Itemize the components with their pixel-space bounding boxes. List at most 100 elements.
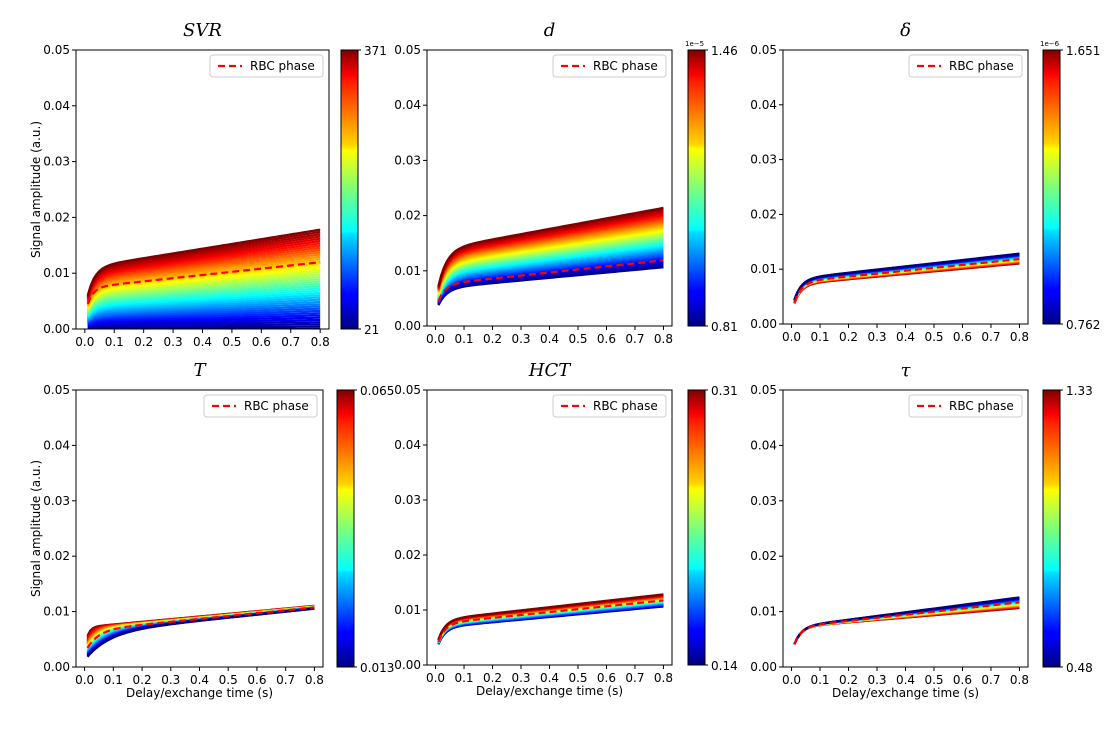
y-tick-label: 0.00 bbox=[43, 660, 70, 674]
colorbar-exponent: 1e−6 bbox=[1040, 40, 1060, 48]
curve-29 bbox=[86, 264, 321, 308]
x-tick-label: 0.7 bbox=[981, 330, 1000, 344]
y-tick-label: 0.02 bbox=[43, 210, 70, 224]
chart-title: SVR bbox=[183, 20, 222, 41]
curve-5 bbox=[87, 318, 321, 327]
x-tick-label: 0.5 bbox=[568, 332, 587, 346]
x-tick-label: 0.7 bbox=[625, 671, 644, 685]
colorbar-max-label: 1.33 bbox=[1066, 384, 1093, 398]
colorbar-max-label: 0.065 bbox=[360, 384, 394, 398]
x-tick-label: 0.7 bbox=[281, 335, 300, 349]
y-tick-label: 0.03 bbox=[750, 153, 777, 167]
panel-6: 0.0 0.1 0.2 0.3 0.4 0.5 0.6 0.7 0.8 0.00 0.01 0.02 0… bbox=[750, 360, 1092, 700]
curve-27 bbox=[86, 269, 321, 310]
colorbar-gradient bbox=[336, 389, 355, 668]
legend-box bbox=[209, 54, 324, 78]
curve-15 bbox=[86, 296, 321, 320]
x-tick-label: 0.0 bbox=[426, 671, 445, 685]
curve-26 bbox=[86, 271, 321, 311]
series-family bbox=[437, 593, 664, 645]
curve-39 bbox=[86, 242, 321, 301]
rbc-phase-line bbox=[437, 259, 664, 302]
y-tick-label: 0.03 bbox=[750, 494, 777, 508]
y-tick-label: 0.04 bbox=[394, 438, 421, 452]
rbc-phase-line bbox=[793, 601, 1020, 645]
y-tick-label: 0.03 bbox=[43, 494, 70, 508]
y-tick-label: 0.05 bbox=[394, 383, 421, 397]
x-tick-label: 0.6 bbox=[597, 332, 616, 346]
chart-title: δ bbox=[900, 20, 911, 41]
y-tick-label: 0.01 bbox=[43, 605, 70, 619]
colorbar-max-label: 0.31 bbox=[711, 384, 738, 398]
y-tick-label: 0.01 bbox=[750, 262, 777, 276]
curve-38 bbox=[86, 244, 321, 301]
legend-label: RBC phase bbox=[250, 59, 315, 73]
curve-22 bbox=[86, 280, 321, 314]
panel-4: 0.0 0.1 0.2 0.3 0.4 0.5 0.6 0.7 0.8 0.00 0.01 0.02 0… bbox=[29, 360, 394, 700]
x-tick-label: 0.1 bbox=[454, 671, 473, 685]
curve-30 bbox=[793, 252, 1020, 301]
x-tick-label: 0.8 bbox=[305, 673, 324, 687]
curve-30 bbox=[437, 593, 664, 640]
y-tick-label: 0.01 bbox=[750, 605, 777, 619]
curve-3 bbox=[87, 323, 321, 329]
series-family bbox=[793, 596, 1020, 645]
y-tick-label: 0.02 bbox=[43, 549, 70, 563]
curve-33 bbox=[86, 255, 321, 305]
legend: RBC phase bbox=[552, 394, 667, 418]
curve-45 bbox=[437, 206, 664, 287]
curve-18 bbox=[86, 289, 321, 317]
legend: RBC phase bbox=[203, 394, 318, 418]
colorbar: 1.651 0.762 1e−6 bbox=[1040, 40, 1100, 332]
x-tick-label: 0.4 bbox=[540, 332, 559, 346]
x-tick-label: 0.4 bbox=[896, 673, 915, 687]
x-tick-label: 0.4 bbox=[193, 335, 212, 349]
curve-41 bbox=[86, 237, 321, 299]
colorbar-min-label: 21 bbox=[364, 323, 379, 337]
curve-37 bbox=[86, 246, 321, 302]
y-tick-label: 0.05 bbox=[750, 383, 777, 397]
curve-17 bbox=[86, 291, 321, 318]
x-tick-label: 0.1 bbox=[810, 673, 829, 687]
series-family bbox=[86, 228, 321, 329]
colorbar: 1.33 0.48 bbox=[1042, 384, 1093, 675]
x-tick-label: 0.7 bbox=[625, 332, 644, 346]
curve-25 bbox=[86, 607, 315, 655]
legend-box bbox=[908, 394, 1023, 418]
legend-label: RBC phase bbox=[593, 399, 658, 413]
legend: RBC phase bbox=[552, 54, 667, 78]
legend-label: RBC phase bbox=[949, 399, 1014, 413]
chart-title: HCT bbox=[528, 360, 572, 381]
y-tick-label: 0.01 bbox=[394, 603, 421, 617]
y-tick-label: 0.00 bbox=[43, 322, 70, 336]
y-tick-label: 0.00 bbox=[394, 319, 421, 333]
y-tick-label: 0.04 bbox=[43, 99, 70, 113]
curve-12 bbox=[87, 303, 321, 322]
x-tick-label: 0.2 bbox=[839, 673, 858, 687]
chart-title: T bbox=[193, 360, 207, 381]
x-tick-label: 0.7 bbox=[276, 673, 295, 687]
x-tick-label: 0.0 bbox=[426, 332, 445, 346]
y-tick-label: 0.00 bbox=[750, 660, 777, 674]
y-tick-label: 0.05 bbox=[750, 43, 777, 57]
x-tick-label: 0.6 bbox=[953, 330, 972, 344]
x-tick-label: 0.2 bbox=[483, 332, 502, 346]
legend: RBC phase bbox=[908, 394, 1023, 418]
x-tick-label: 0.0 bbox=[75, 335, 94, 349]
curve-11 bbox=[87, 305, 321, 323]
curve-40 bbox=[86, 239, 321, 300]
y-tick-label: 0.05 bbox=[394, 43, 421, 57]
legend: RBC phase bbox=[908, 54, 1023, 78]
legend-label: RBC phase bbox=[949, 59, 1014, 73]
x-tick-label: 0.1 bbox=[105, 335, 124, 349]
x-tick-label: 0.5 bbox=[219, 673, 238, 687]
y-axis-label: Signal amplitude (a.u.) bbox=[29, 460, 43, 597]
x-tick-label: 0.0 bbox=[782, 673, 801, 687]
x-tick-label: 0.3 bbox=[511, 332, 530, 346]
curve-34 bbox=[86, 253, 321, 305]
colorbar-min-label: 0.48 bbox=[1066, 661, 1093, 675]
curve-10 bbox=[87, 307, 321, 323]
y-tick-label: 0.02 bbox=[750, 207, 777, 221]
x-tick-label: 0.1 bbox=[104, 673, 123, 687]
curve-20 bbox=[86, 285, 321, 316]
